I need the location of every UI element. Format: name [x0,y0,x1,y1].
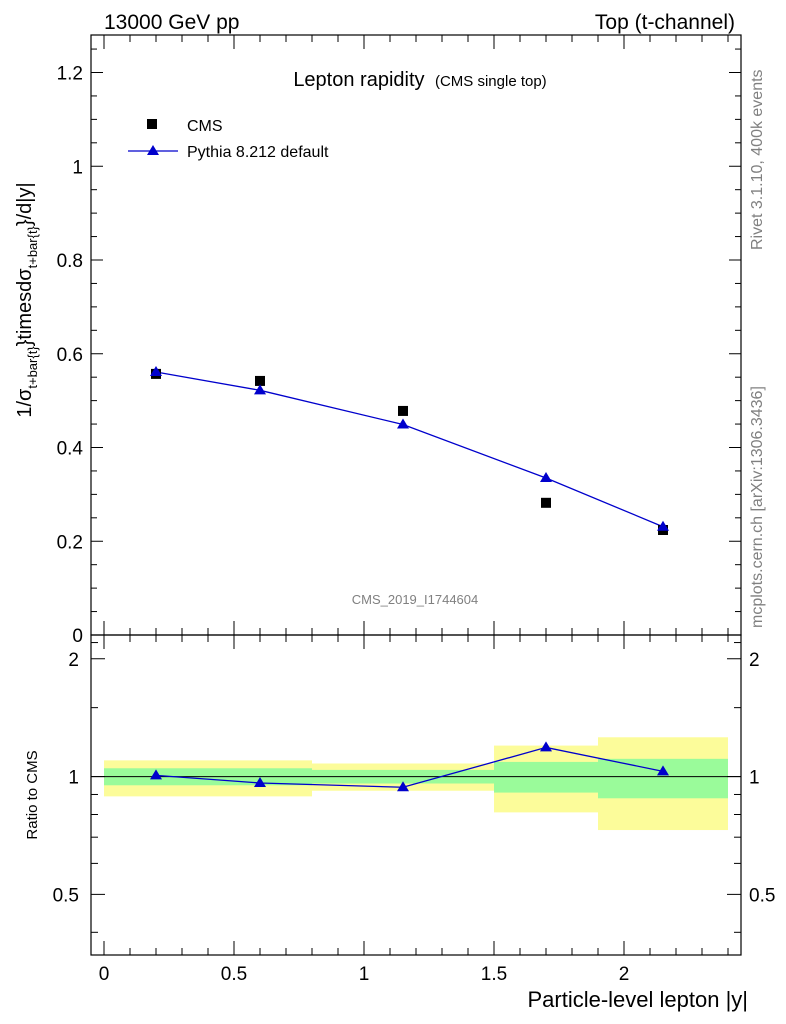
cms-data-point [541,497,551,508]
cms-data-point [398,405,408,416]
ratio-pythia-marker [657,765,669,776]
cms-data-point [255,375,265,386]
rivet-label: Rivet 3.1.10, 400k events [749,69,766,250]
ratio-x-tick-label: 0.5 [221,964,247,985]
energy-label: 13000 GeV pp [104,11,239,34]
ylabel-part-c: }/d|y| [14,182,36,226]
main-y-tick-label: 1.2 [57,64,83,85]
main-y-axis: 0 0.2 0.4 0.6 0.8 1 1.2 [57,48,741,647]
ylabel-sub-1: t+bar{t} [25,346,40,389]
ratio-y-tick-label: 2 [68,650,79,671]
pythia-marker [540,471,552,482]
ratio-y-tick-label-right: 2 [749,650,760,671]
chart-title-group: Lepton rapidity (CMS single top) [293,69,546,91]
ylabel-part-a: 1/σ [14,388,36,418]
ratio-band-inner [494,761,598,793]
mcplots-label: mcplots.cern.ch [arXiv:1306.3436] [749,386,766,628]
legend-pythia-label: Pythia 8.212 default [187,144,329,161]
analysis-watermark: CMS_2019_I1744604 [352,592,479,607]
main-y-tick-label: 0.6 [57,345,83,366]
ratio-pythia-marker [397,781,409,792]
legend-cms-label: CMS [187,118,223,135]
pythia-marker [254,384,266,395]
ratio-x-tick-label: 2 [619,964,630,985]
chart-subtitle: (CMS single top) [435,73,547,90]
main-series [150,366,669,535]
legend: CMS Pythia 8.212 default [128,118,329,161]
legend-pythia-marker [147,145,159,155]
main-panel: 0 0.2 0.4 0.6 0.8 1 1.2 Lepton rapidity (CMS s… [14,34,742,647]
ratio-band-inner [598,758,728,799]
ratio-pythia-marker [540,741,552,752]
legend-cms-marker [147,119,157,129]
process-label: Top (t-channel) [595,11,735,34]
main-y-tick-label: 1 [72,157,83,178]
pythia-marker [657,520,669,531]
ratio-y-axis-title: Ratio to CMS [24,750,41,839]
ratio-series [150,741,669,792]
main-y-tick-label: 0.4 [57,439,84,460]
ratio-pythia-marker [150,769,162,780]
pythia-line [155,371,664,528]
ratio-x-tick-label: 0 [99,964,110,985]
pythia-marker [397,418,409,429]
ratio-panel: 0.5 0.5 1 1 2 2 0 0.5 1 1.5 2 Ratio to CMS [24,634,775,985]
ratio-y-tick-label-right: 0.5 [749,885,775,906]
main-y-tick-label: 0.8 [57,251,83,272]
ylabel-sub-2: t+bar{t} [25,225,40,268]
main-y-tick-label: 0.2 [57,532,83,553]
main-x-ticks [103,35,729,635]
ratio-y-tick-label: 0.5 [53,885,79,906]
main-y-tick-label: 0 [72,626,83,647]
ratio-y-tick-label: 1 [68,768,79,789]
ratio-pythia-marker [254,776,266,787]
ratio-x-axis: 0 0.5 1 1.5 2 [99,635,729,985]
pythia-marker [150,366,162,377]
ylabel-part-b: }timesdσ [14,268,36,347]
chart-title: Lepton rapidity [293,69,424,91]
ratio-x-tick-label: 1.5 [481,964,507,985]
main-y-axis-title: 1/σt+bar{t}}timesdσt+bar{t}}/d|y| [14,182,40,417]
ratio-y-tick-label-right: 1 [749,768,760,789]
ratio-y-axis: 0.5 0.5 1 1 2 2 [53,642,775,933]
x-axis-title: Particle-level lepton |y| [527,987,748,1012]
ratio-x-tick-label: 1 [359,964,370,985]
